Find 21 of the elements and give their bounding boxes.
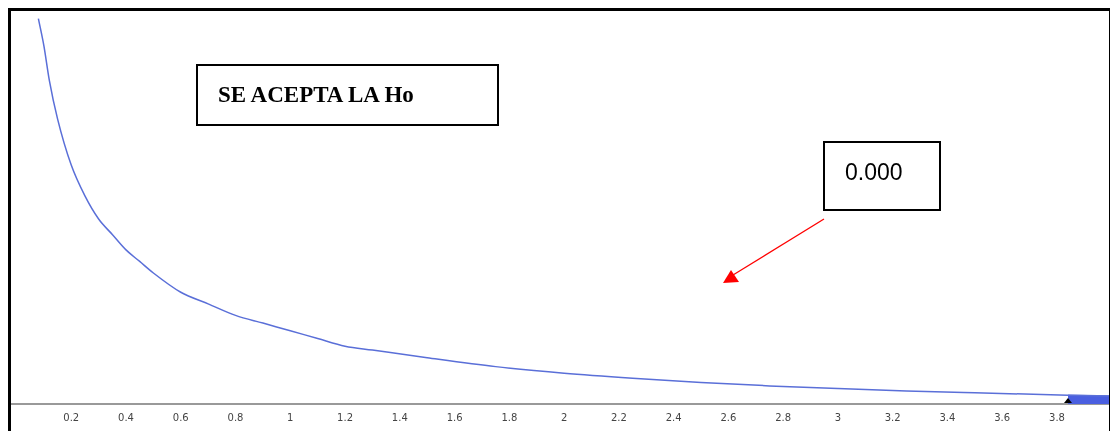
x-tick-label: 1 (287, 411, 294, 423)
x-tick-label: 3.4 (939, 411, 956, 423)
x-tick-label: 2 (560, 411, 568, 423)
x-tick-label: 3.8 (1049, 411, 1065, 423)
x-tick-label: 1.2 (337, 411, 354, 423)
x-tick-label: 0.2 (63, 411, 80, 423)
x-tick-label: 3.6 (994, 411, 1011, 423)
x-tick-label: 0.8 (227, 411, 244, 423)
x-tick-label: 2.2 (610, 411, 627, 423)
x-tick-label: 0.6 (172, 411, 189, 423)
x-tick-label: 3.2 (884, 411, 901, 423)
x-tick-label: 2.6 (720, 411, 737, 423)
x-tick-label: 1.8 (501, 411, 518, 423)
x-tick-label: 2.8 (775, 411, 792, 423)
x-tick-label: 0.4 (118, 411, 134, 423)
annotation: SE ACEPTA LA Ho (196, 64, 499, 126)
x-tick-label: 1.4 (391, 411, 408, 423)
x-tick-label: 2.4 (665, 411, 682, 423)
x-tick-label: 1.6 (446, 411, 463, 423)
x-tick-label: 3 (834, 411, 842, 423)
annotation: 0.000 (823, 141, 941, 211)
